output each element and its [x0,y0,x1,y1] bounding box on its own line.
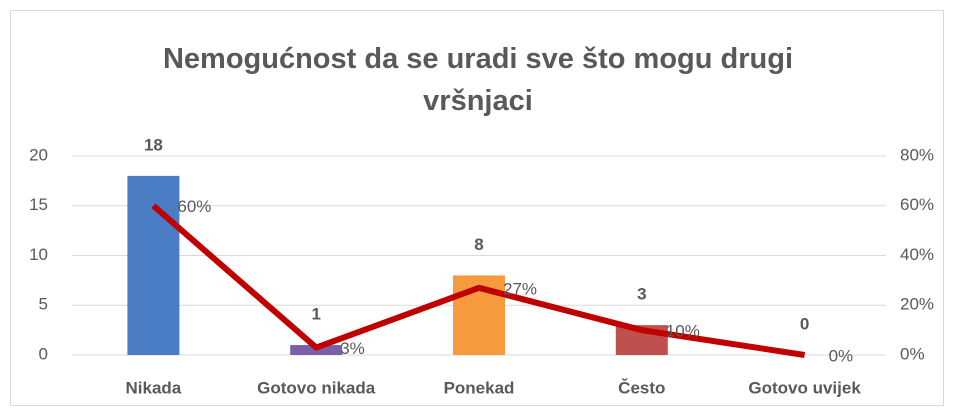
bar [127,175,180,355]
chart-frame [10,10,944,406]
y-tick-label: 15 [29,195,48,214]
x-tick-label: Često [618,378,665,397]
y2-tick-label: 0% [900,344,925,363]
bar-label: 1 [311,305,320,324]
y2-tick-label: 80% [900,145,934,164]
x-tick-label: Gotovo uvijek [748,378,861,397]
bar-label: 0 [800,314,809,333]
x-tick-label: Gotovo nikada [257,378,376,397]
y2-tick-label: 40% [900,245,934,264]
bar-label: 18 [144,135,163,154]
x-tick-label: Ponekad [444,378,515,397]
y-tick-label: 5 [39,295,48,314]
y2-tick-label: 60% [900,195,934,214]
y-tick-label: 10 [29,245,48,264]
line-label: 3% [340,339,365,358]
bar-label: 3 [637,285,646,304]
line [151,203,806,358]
y-tick-label: 20 [29,145,48,164]
chart-title: Nemogućnost da se uradi sve što mogu dru… [162,43,794,117]
y2-tick-label: 20% [900,295,934,314]
y-tick-label: 0 [39,344,48,363]
bar-label: 8 [474,235,483,254]
x-tick-label: Nikada [126,378,182,397]
line-label: 60% [177,197,211,216]
line-label: 0% [829,346,854,365]
line-label: 10% [666,322,700,341]
line-label: 27% [503,279,537,298]
